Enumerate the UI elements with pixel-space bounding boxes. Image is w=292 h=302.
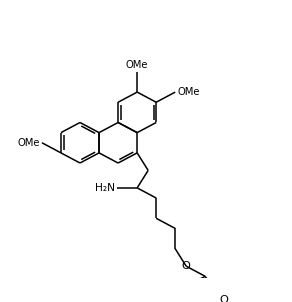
Text: O: O [219,295,228,302]
Text: OMe: OMe [126,60,148,70]
Text: H₂N: H₂N [95,183,115,193]
Text: O: O [182,261,191,271]
Text: OMe: OMe [18,138,40,148]
Text: OMe: OMe [177,87,200,97]
